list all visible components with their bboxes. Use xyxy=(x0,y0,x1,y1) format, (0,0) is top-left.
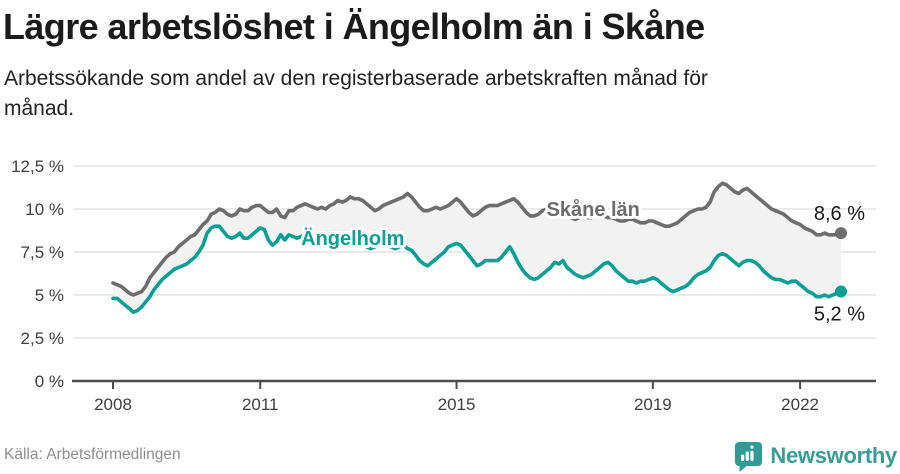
series-end-dot-skane xyxy=(835,227,847,240)
series-line-angelholm xyxy=(111,224,843,315)
source-note: Källa: Arbetsförmedlingen xyxy=(4,446,181,463)
y-axis-tick-label: 2,5 % xyxy=(21,329,64,348)
x-axis-tick-label: 2011 xyxy=(242,395,279,414)
newsworthy-logo-text: Newsworthy xyxy=(770,443,897,468)
newsworthy-logo-icon xyxy=(735,441,763,472)
x-axis-tick-label: 2022 xyxy=(781,395,819,414)
x-axis-tick-label: 2019 xyxy=(634,395,672,414)
y-axis-tick-label: 5 % xyxy=(35,286,64,305)
series-line-skane xyxy=(111,181,843,297)
series-label-angelholm: Ängelholm xyxy=(301,227,404,250)
end-value-label-angelholm: 5,2 % xyxy=(814,304,865,326)
end-value-label-skane: 8,6 % xyxy=(814,203,865,225)
page-title: Lägre arbetslöshet i Ängelholm än i Skån… xyxy=(3,6,705,47)
y-axis-tick-label: 0 % xyxy=(35,372,64,391)
x-axis-tick-label: 2008 xyxy=(94,395,132,414)
area-between-series xyxy=(113,183,841,313)
page-subtitle: Arbetssökande som andel av den registerb… xyxy=(4,67,708,121)
y-axis-tick-label: 10 % xyxy=(25,200,64,219)
series-end-dot-angelholm xyxy=(835,285,847,298)
y-axis-tick-label: 7,5 % xyxy=(21,243,64,262)
series-label-skane: Skåne län xyxy=(547,198,640,221)
x-axis-tick-label: 2015 xyxy=(438,395,476,414)
y-axis-tick-label: 12,5 % xyxy=(11,157,64,176)
newsworthy-brand[interactable]: Newsworthy xyxy=(734,440,897,472)
